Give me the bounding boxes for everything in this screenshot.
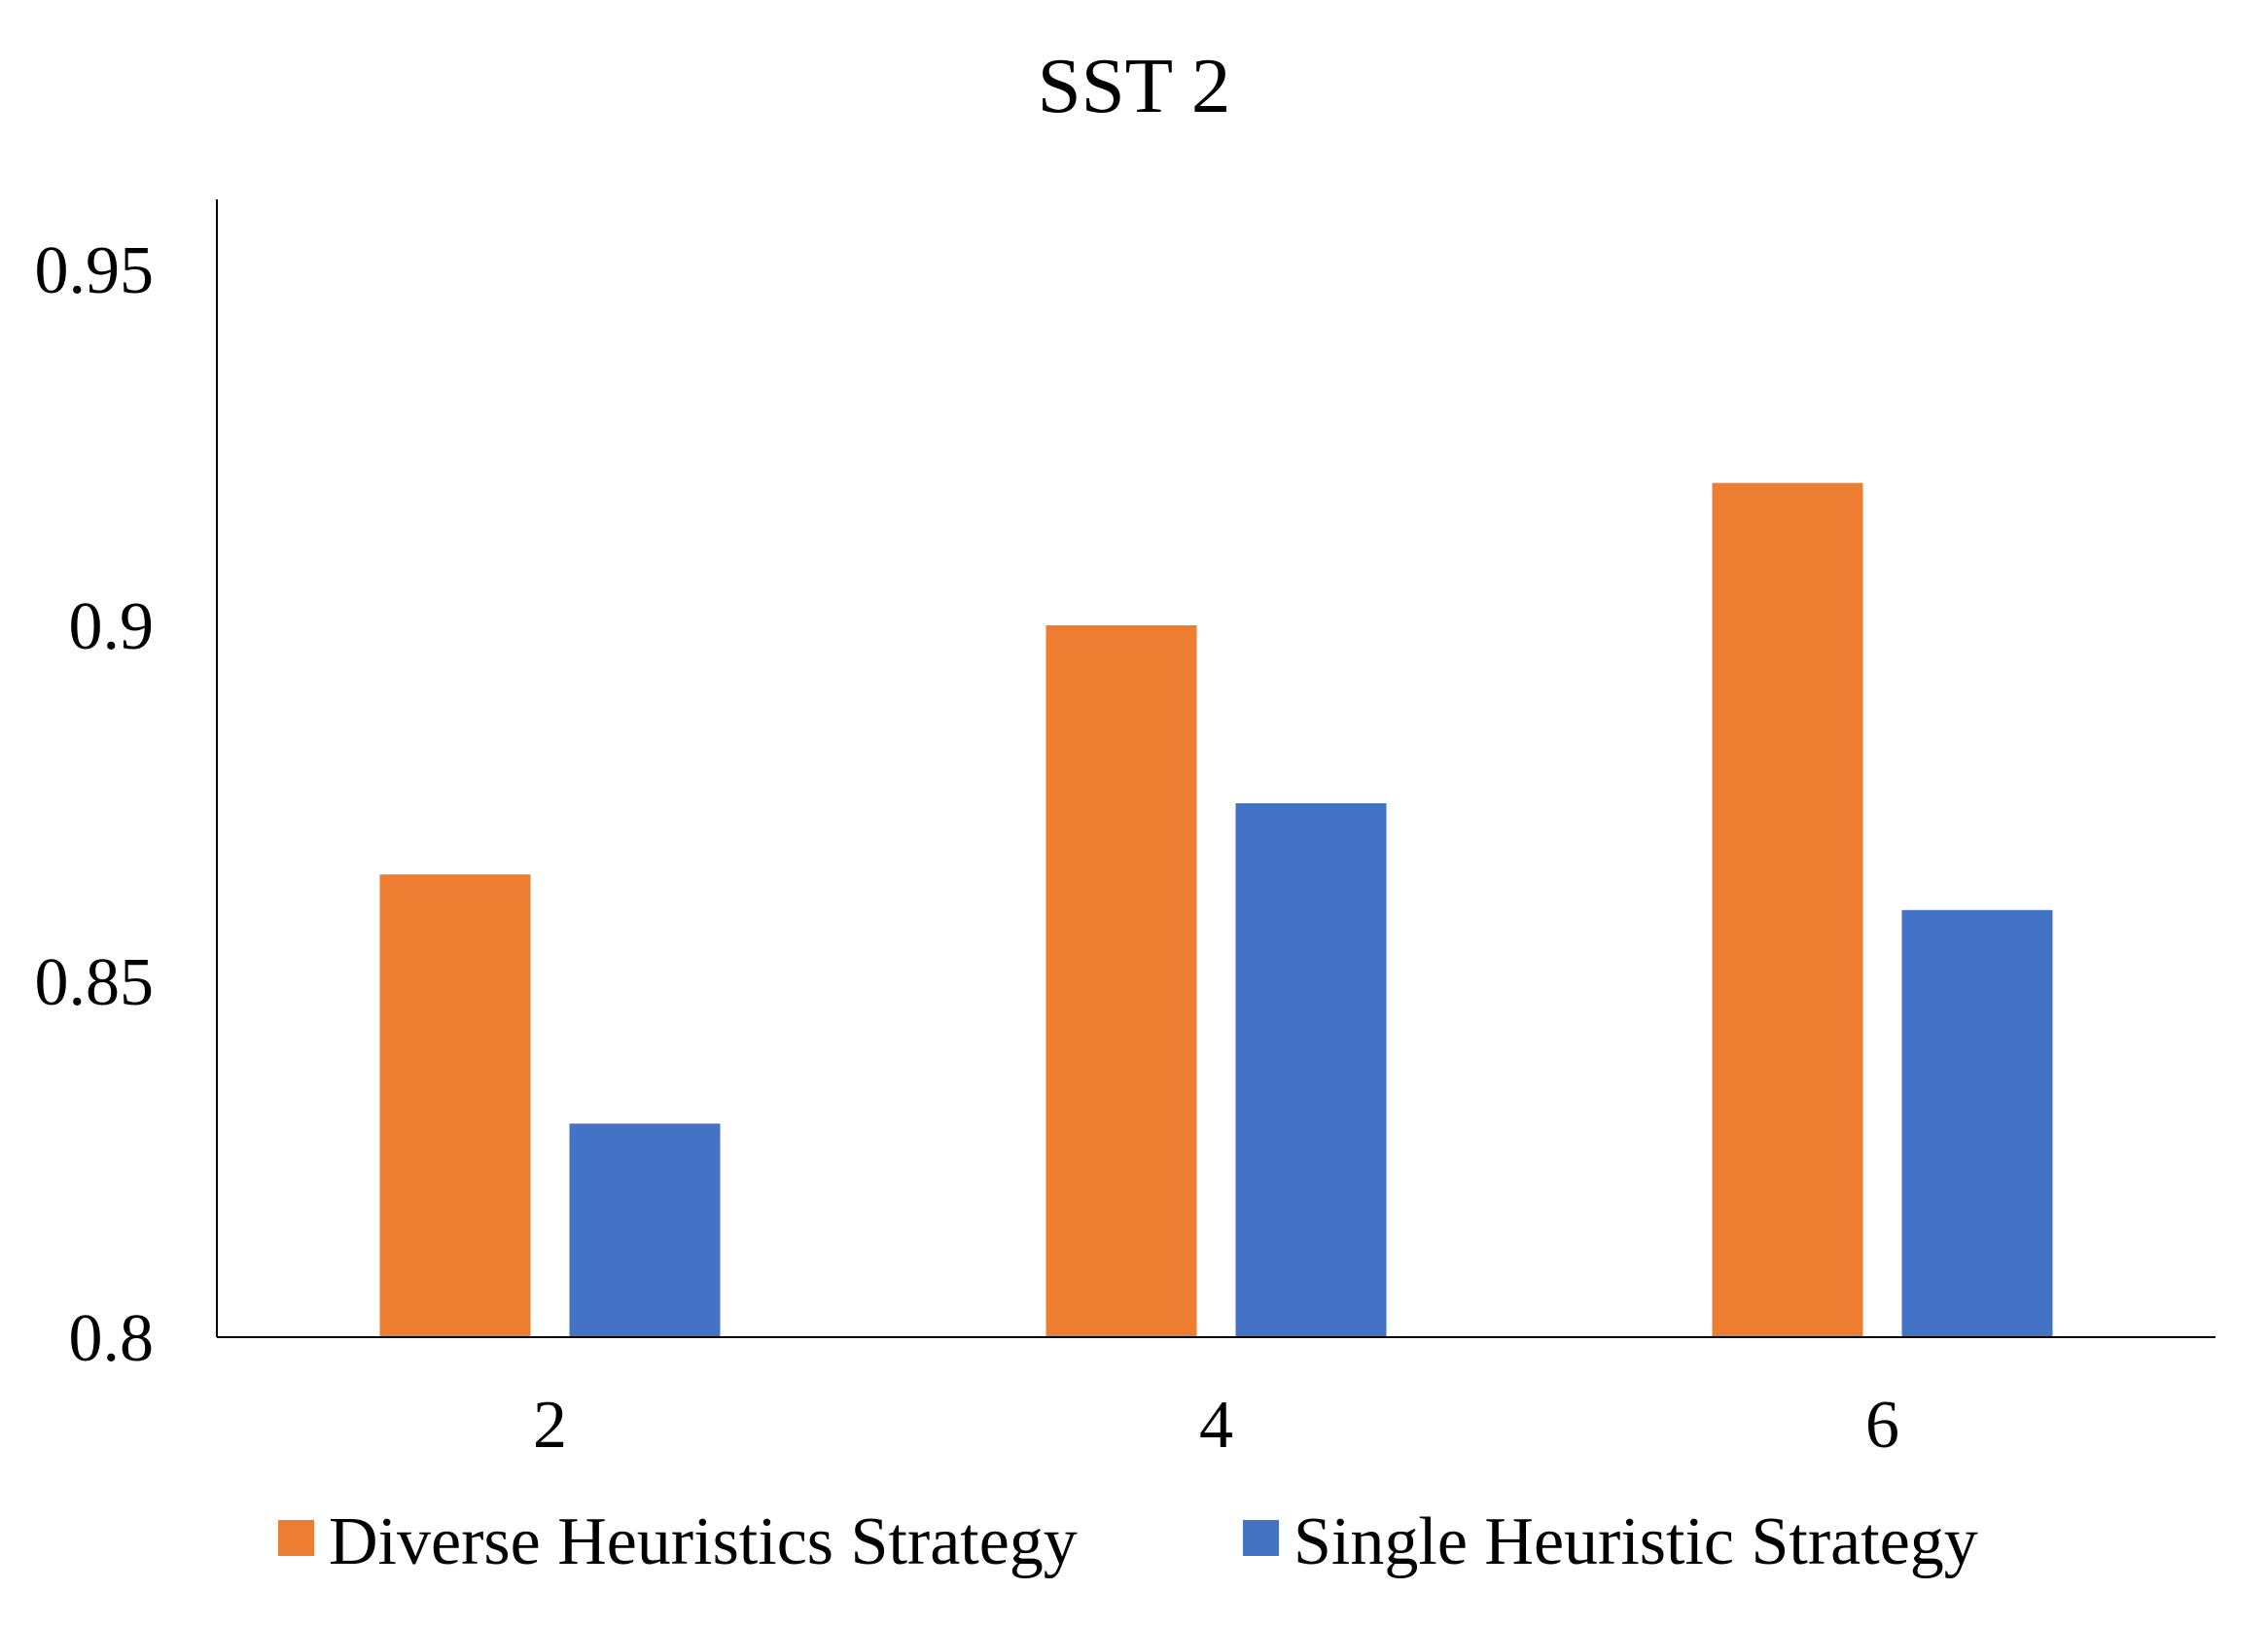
bar-single-4 [1235, 803, 1387, 1337]
x-tick-label: 2 [533, 1388, 567, 1463]
bar-single-6 [1901, 909, 2053, 1337]
legend-label-diverse: Diverse Heuristics Strategy [329, 1504, 1078, 1579]
y-axis-tick-labels: 0.8 0.85 0.9 0.95 [35, 233, 155, 1376]
bar-marks [379, 482, 2053, 1338]
y-tick-label: 0.95 [35, 233, 155, 308]
legend: Diverse Heuristics Strategy Single Heuris… [278, 1504, 1978, 1579]
legend-label-single: Single Heuristic Strategy [1293, 1504, 1978, 1579]
bar-single-2 [569, 1123, 721, 1337]
legend-swatch-single [1243, 1520, 1279, 1556]
legend-swatch-diverse [278, 1520, 314, 1556]
chart-title: SST 2 [1038, 42, 1231, 129]
x-tick-label: 6 [1865, 1388, 1899, 1463]
y-tick-label: 0.85 [35, 945, 155, 1020]
x-axis-tick-labels: 2 4 6 [533, 1388, 1899, 1463]
axes [216, 199, 2215, 1338]
bar-diverse-6 [1712, 482, 1863, 1338]
x-tick-label: 4 [1199, 1388, 1233, 1463]
y-tick-label: 0.8 [69, 1301, 155, 1376]
bar-diverse-4 [1045, 625, 1197, 1337]
bar-diverse-2 [379, 874, 531, 1337]
y-tick-label: 0.9 [69, 589, 155, 664]
